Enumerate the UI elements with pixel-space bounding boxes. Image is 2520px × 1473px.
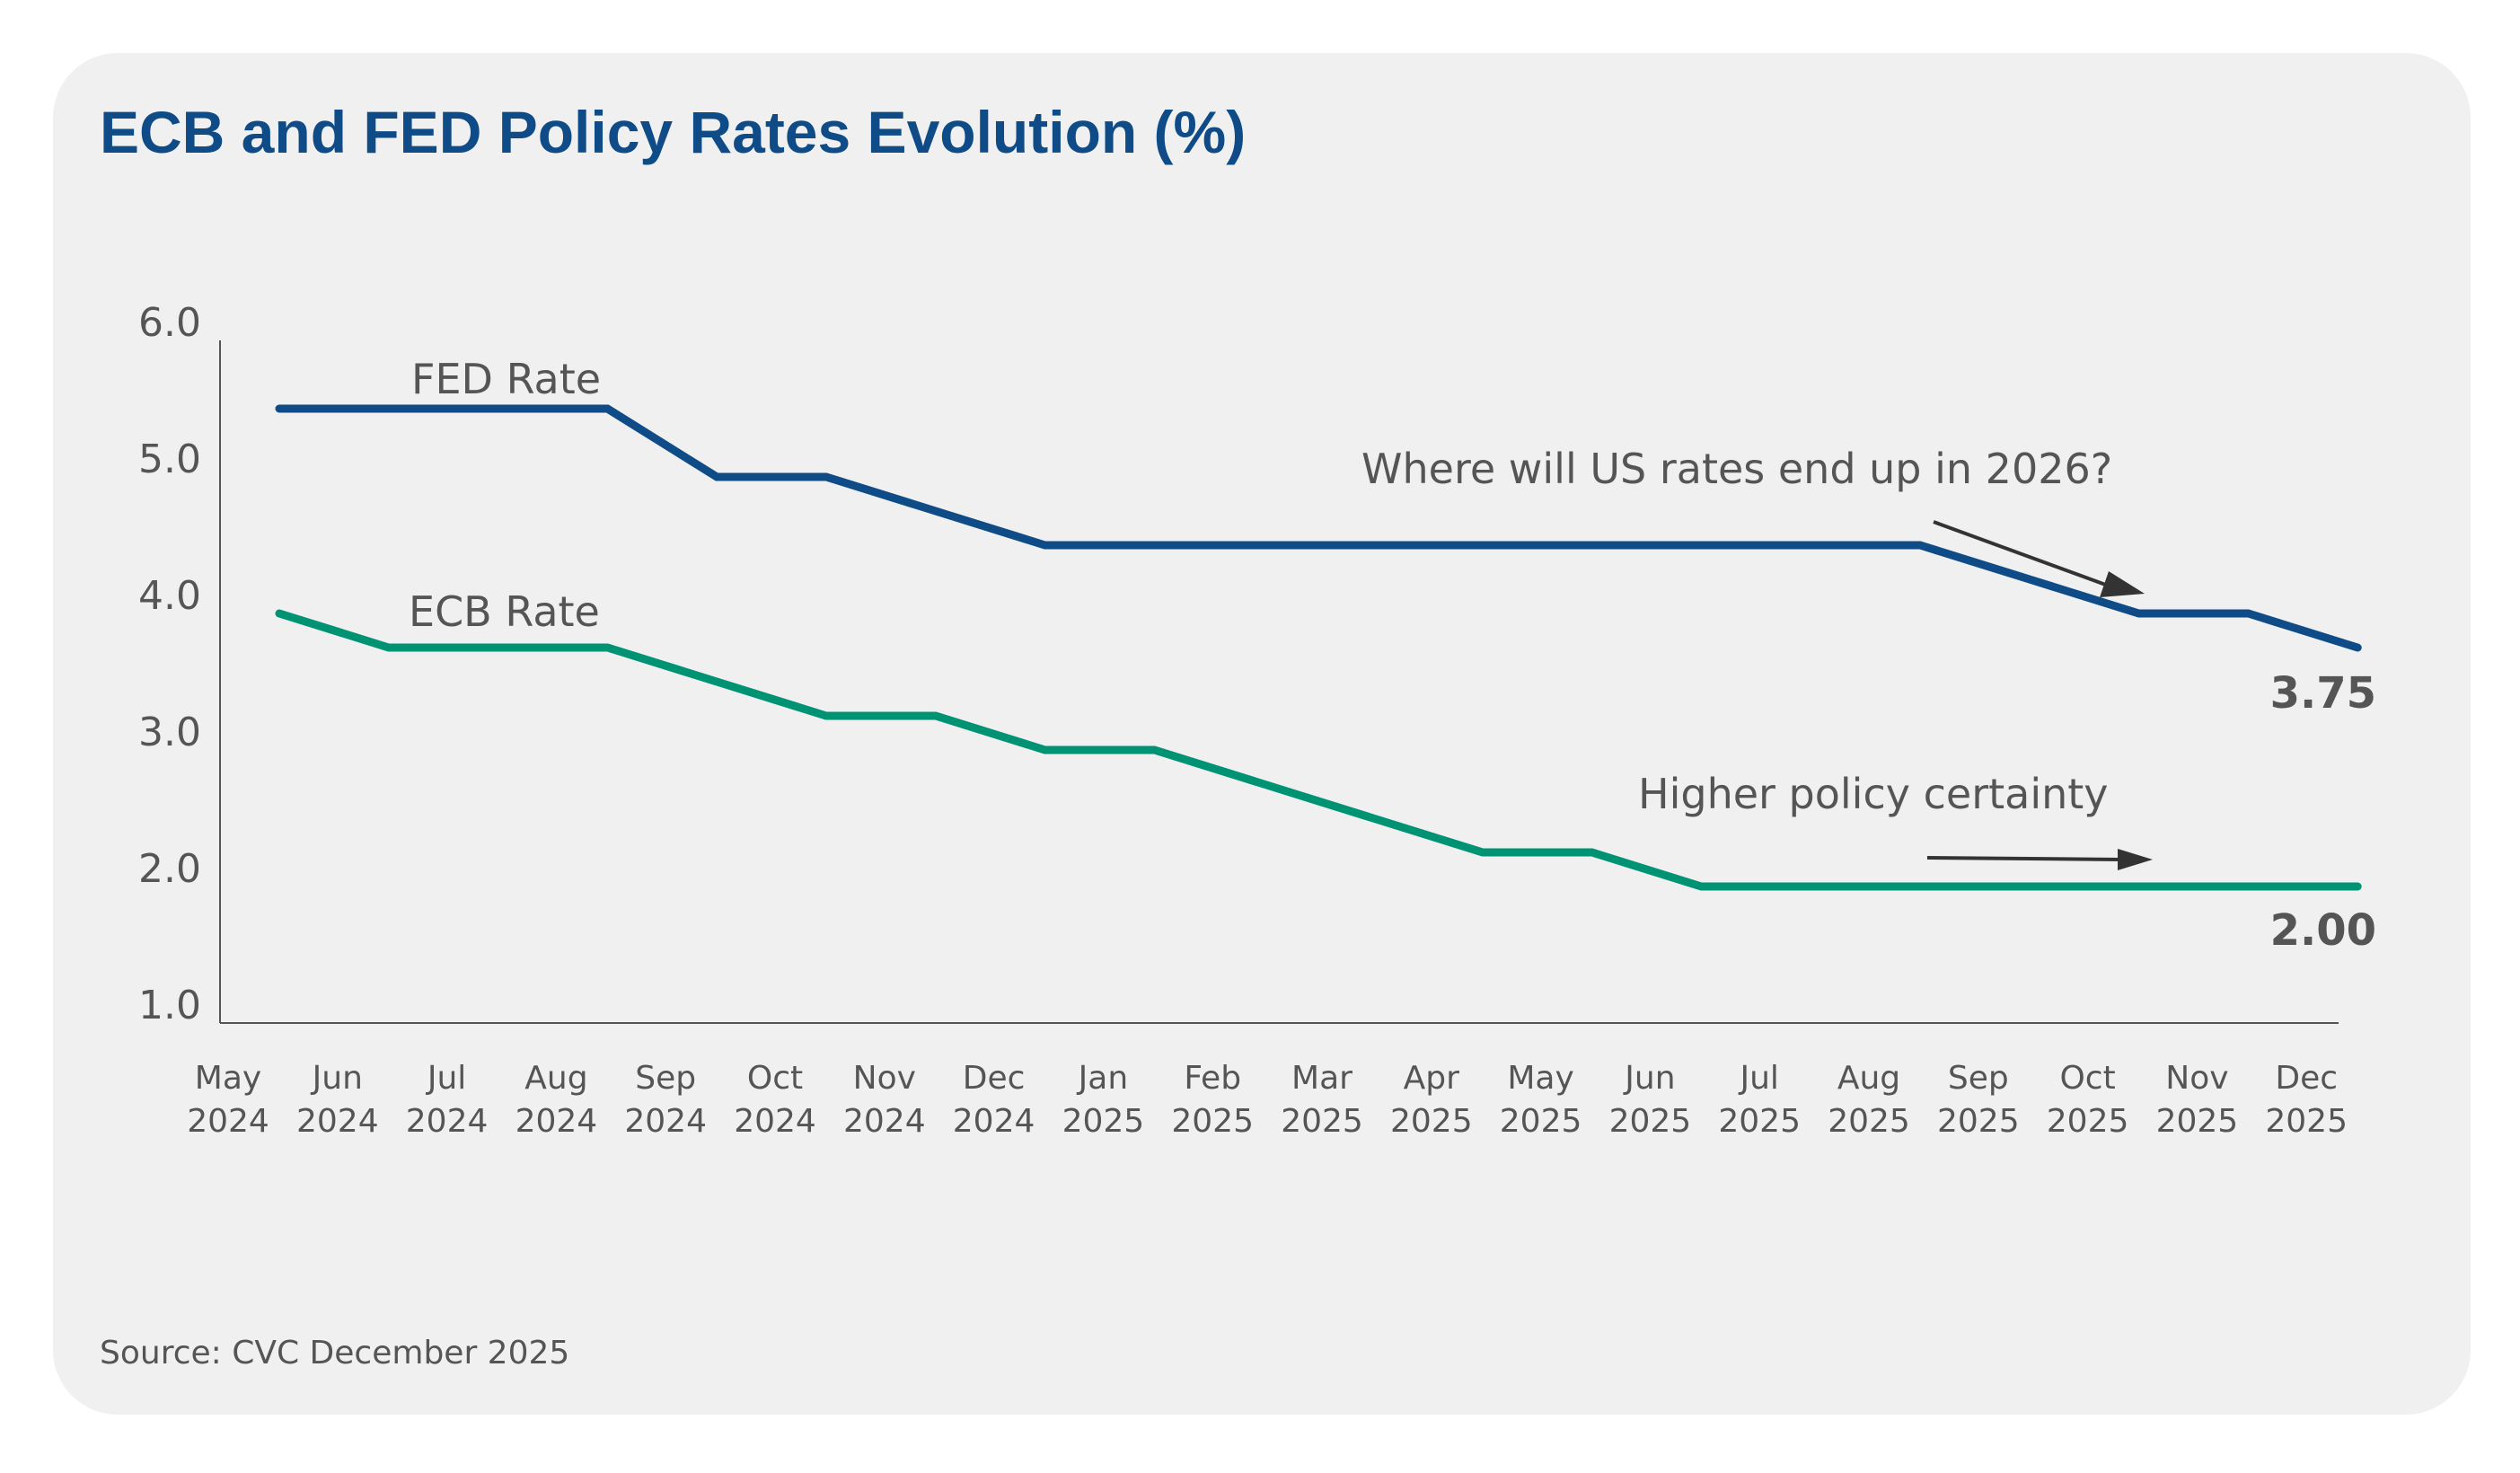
x-tick-month: Oct (2059, 1060, 2115, 1097)
x-tick-month: Apr (1404, 1060, 1459, 1097)
x-tick-year: 2025 (2047, 1103, 2129, 1140)
y-tick-label: 6.0 (138, 300, 201, 346)
x-tick-year: 2024 (624, 1103, 707, 1140)
x-tick-month: Jul (426, 1060, 466, 1097)
x-tick-year: 2025 (1500, 1103, 1582, 1140)
y-tick-label: 5.0 (138, 437, 201, 482)
x-tick-year: 2024 (187, 1103, 269, 1140)
x-tick-year: 2024 (515, 1103, 598, 1140)
x-tick-month: Aug (524, 1060, 587, 1097)
x-tick-year: 2025 (1171, 1103, 1254, 1140)
x-tick-year: 2025 (2156, 1103, 2239, 1140)
x-tick-month: Feb (1184, 1060, 1241, 1097)
fed-rate-line (275, 404, 2362, 652)
x-tick-month: Dec (963, 1060, 1026, 1097)
x-tick-month: Mar (1291, 1060, 1353, 1097)
card-background (53, 53, 2471, 1415)
y-tick-label: 4.0 (138, 573, 201, 619)
chart-title: ECB and FED Policy Rates Evolution (%) (100, 99, 1246, 165)
y-axis-ticks: 6.0 5.0 4.0 3.0 2.0 1.0 (138, 300, 201, 1028)
x-tick-month: Oct (747, 1060, 803, 1097)
y-tick-label: 3.0 (138, 710, 201, 755)
arrow-down-right-icon (1933, 520, 2145, 597)
x-tick-year: 2025 (1390, 1103, 1473, 1140)
ecb-series-label: ECB Rate (409, 587, 600, 636)
x-tick-year: 2024 (734, 1103, 816, 1140)
x-tick-month: Dec (2275, 1060, 2338, 1097)
x-tick-month: Sep (1948, 1060, 2009, 1097)
y-tick-label: 1.0 (138, 983, 201, 1028)
x-tick-year: 2025 (1937, 1103, 2020, 1140)
x-tick-year: 2024 (953, 1103, 1035, 1140)
x-tick-year: 2025 (1609, 1103, 1692, 1140)
x-tick-month: Nov (2165, 1060, 2228, 1097)
series-layer (275, 404, 2362, 891)
x-tick-year: 2025 (1718, 1103, 1801, 1140)
x-tick-month: Sep (635, 1060, 696, 1097)
x-tick-month: Jan (1077, 1060, 1129, 1097)
y-tick-label: 2.0 (138, 846, 201, 892)
source-note: Source: CVC December 2025 (100, 1335, 569, 1372)
x-tick-month: Jul (1738, 1060, 1778, 1097)
x-tick-month: Jun (311, 1060, 363, 1097)
ecb-end-label: 2.00 (2270, 905, 2376, 956)
x-tick-year: 2025 (1062, 1103, 1145, 1140)
x-tick-month: Jun (1623, 1060, 1675, 1097)
annotation-policy-certainty: Higher policy certainty (1638, 770, 2109, 818)
x-tick-month: May (1507, 1060, 1573, 1097)
x-tick-year: 2025 (1281, 1103, 1363, 1140)
x-axis-ticks: May 2024 Jun 2024 Jul 2024 Aug 2024 Sep 2024 Oct 20… (187, 1060, 2348, 1140)
fed-end-label: 3.75 (2270, 668, 2376, 719)
x-tick-year: 2024 (406, 1103, 489, 1140)
x-tick-month: May (195, 1060, 261, 1097)
x-tick-year: 2025 (1828, 1103, 1910, 1140)
x-tick-year: 2025 (2265, 1103, 2348, 1140)
x-tick-month: Aug (1837, 1060, 1900, 1097)
annotation-us-rates: Where will US rates end up in 2026? (1361, 445, 2112, 493)
x-tick-month: Nov (853, 1060, 916, 1097)
fed-series-label: FED Rate (411, 355, 601, 403)
x-tick-year: 2024 (843, 1103, 926, 1140)
x-tick-year: 2024 (296, 1103, 379, 1140)
arrow-right-icon (1926, 849, 2153, 870)
ecb-rate-line (275, 609, 2362, 891)
